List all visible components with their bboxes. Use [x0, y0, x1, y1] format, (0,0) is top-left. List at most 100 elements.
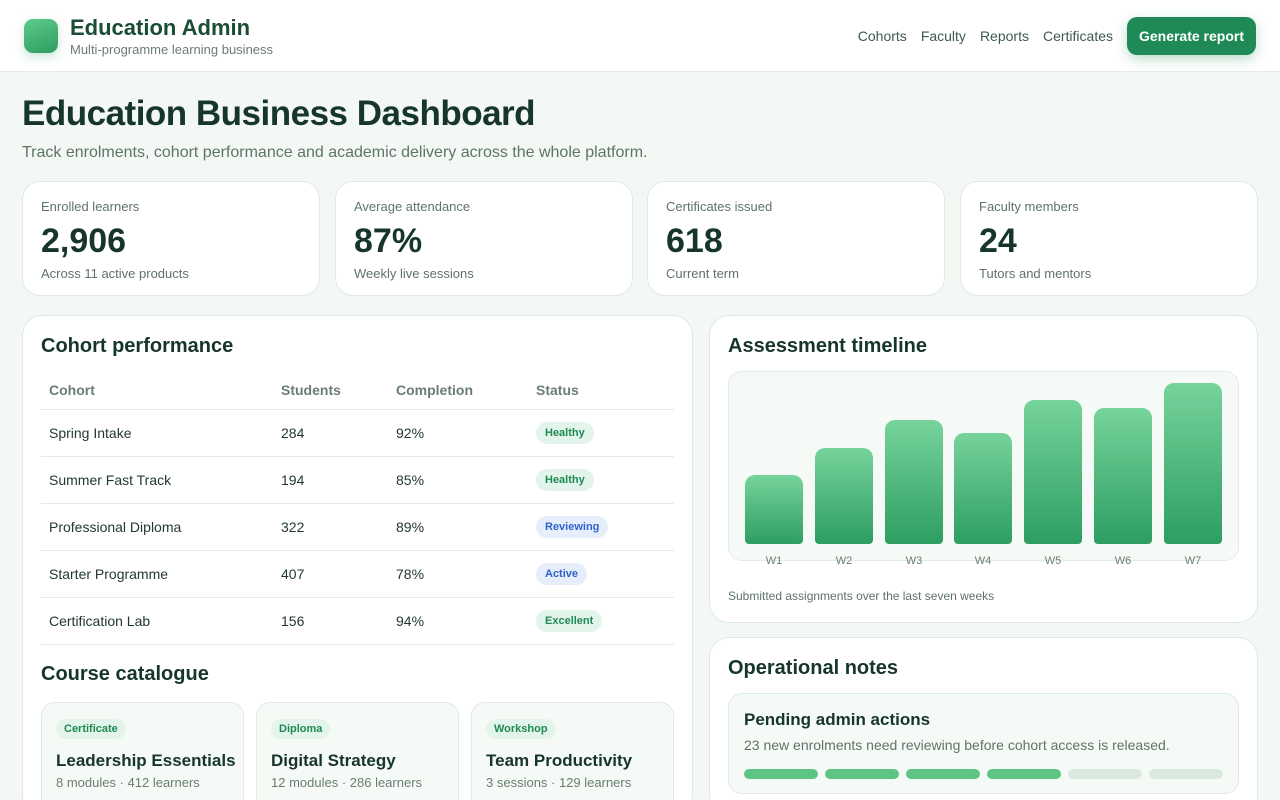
chart-tick-label: W5	[1044, 555, 1062, 567]
chart-tick-label: W3	[905, 555, 923, 567]
column-header-students[interactable]: Students	[273, 372, 388, 410]
chart-tick-label: W2	[835, 555, 853, 567]
cohort-completion: 89%	[388, 503, 528, 551]
progress-segment	[906, 769, 980, 779]
nav-cohorts[interactable]: Cohorts	[857, 28, 907, 44]
chart-bar-w4	[954, 433, 1012, 544]
stat-note: Weekly live sessions	[354, 266, 474, 281]
assessment-timeline-panel: Assessment timeline W1 W2 W3 W4 W5 W6 W7 Submi…	[709, 315, 1258, 623]
course-name: Leadership Essentials	[56, 751, 236, 770]
course-tag: Certificate	[56, 719, 126, 739]
course-card-digital-strategy[interactable]: Diploma Digital Strategy 12 modules · 28…	[256, 702, 459, 800]
operational-notes-title: Operational notes	[728, 657, 899, 679]
assessment-timeline-title: Assessment timeline	[728, 335, 927, 357]
page-subtitle: Track enrolments, cohort performance and…	[22, 144, 648, 161]
stat-value: 2,906	[41, 222, 127, 260]
pending-actions-text: 23 new enrolments need reviewing before …	[744, 737, 1170, 753]
chart-tick-label: W6	[1114, 555, 1132, 567]
progress-segment	[1068, 769, 1142, 779]
chart-bar-w2	[815, 448, 873, 544]
course-card-leadership[interactable]: Certificate Leadership Essentials 8 modu…	[41, 702, 244, 800]
main-nav: Cohorts Faculty Reports Certificates	[858, 28, 1113, 44]
stat-card-faculty: Faculty members 24 Tutors and mentors	[960, 181, 1258, 296]
stat-label: Certificates issued	[666, 199, 773, 214]
course-name: Digital Strategy	[271, 751, 396, 770]
app-logo-icon	[24, 19, 58, 53]
cohort-completion: 92%	[388, 409, 528, 457]
cohort-name: Professional Diploma	[41, 503, 273, 551]
stat-card-certificates: Certificates issued 618 Current term	[647, 181, 945, 296]
top-bar: Education Admin Multi-programme learning…	[0, 0, 1280, 72]
cohort-completion: 78%	[388, 550, 528, 598]
course-catalogue-title: Course catalogue	[41, 663, 209, 685]
cohort-name: Certification Lab	[41, 597, 273, 645]
cohort-performance-panel: Cohort performance Cohort Students Compl…	[22, 315, 693, 800]
nav-faculty[interactable]: Faculty	[920, 28, 966, 44]
stat-label: Average attendance	[354, 199, 471, 214]
cohort-performance-title: Cohort performance	[41, 335, 234, 357]
table-row[interactable]: Professional Diploma 322 89% Reviewing	[41, 503, 674, 551]
column-header-completion[interactable]: Completion	[388, 372, 528, 410]
generate-report-button[interactable]: Generate report	[1127, 17, 1256, 55]
course-tag: Workshop	[486, 719, 556, 739]
cohort-completion: 85%	[388, 456, 528, 504]
cohort-name: Starter Programme	[41, 550, 273, 598]
chart-caption: Submitted assignments over the last seve…	[728, 589, 995, 603]
nav-reports[interactable]: Reports	[979, 28, 1029, 44]
brand-title: Education Admin	[70, 15, 251, 40]
chart-bar-w3	[885, 420, 943, 544]
status-badge: Reviewing	[536, 515, 609, 538]
stat-note: Across 11 active products	[41, 266, 189, 281]
status-badge: Excellent	[536, 609, 603, 632]
cohort-students: 407	[273, 550, 388, 598]
progress-segment	[825, 769, 899, 779]
course-meta: 8 modules · 412 learners	[56, 775, 200, 790]
cohort-name: Spring Intake	[41, 409, 273, 457]
progress-segment	[744, 769, 818, 779]
chart-bar-w1	[745, 475, 803, 544]
chart-bar-w5	[1024, 400, 1082, 544]
table-row[interactable]: Spring Intake 284 92% Healthy	[41, 409, 674, 457]
progress-segment	[987, 769, 1061, 779]
course-card-team-productivity[interactable]: Workshop Team Productivity 3 sessions · …	[471, 702, 674, 800]
status-badge: Healthy	[536, 468, 594, 491]
cohort-completion: 94%	[388, 597, 528, 645]
chart-tick-label: W4	[974, 555, 992, 567]
course-meta: 12 modules · 286 learners	[271, 775, 423, 790]
operational-notes-panel: Operational notes Pending admin actions …	[709, 637, 1258, 800]
pending-actions-card[interactable]: Pending admin actions 23 new enrolments …	[728, 693, 1239, 794]
table-header-row: Cohort Students Completion Status	[41, 372, 674, 410]
column-header-cohort[interactable]: Cohort	[41, 372, 273, 410]
assessment-bar-chart: W1 W2 W3 W4 W5 W6 W7	[728, 371, 1239, 567]
stat-card-attendance: Average attendance 87% Weekly live sessi…	[335, 181, 633, 296]
stat-value: 24	[979, 222, 1017, 260]
cohort-students: 284	[273, 409, 388, 457]
stat-note: Current term	[666, 266, 739, 281]
chart-bar-w7	[1164, 383, 1222, 544]
course-name: Team Productivity	[486, 751, 633, 770]
pending-actions-title: Pending admin actions	[744, 710, 931, 729]
stat-value: 618	[666, 222, 723, 260]
stat-value: 87%	[354, 222, 423, 260]
column-header-status[interactable]: Status	[528, 372, 674, 410]
stat-card-enrolled: Enrolled learners 2,906 Across 11 active…	[22, 181, 320, 296]
page-title: Education Business Dashboard	[22, 94, 536, 133]
chart-tick-label: W7	[1184, 555, 1202, 567]
course-tag: Diploma	[271, 719, 331, 739]
cohort-table: Cohort Students Completion Status Spring…	[41, 372, 674, 645]
table-row[interactable]: Summer Fast Track 194 85% Healthy	[41, 456, 674, 504]
cohort-students: 194	[273, 456, 388, 504]
table-row[interactable]: Starter Programme 407 78% Active	[41, 550, 674, 598]
cohort-students: 322	[273, 503, 388, 551]
chart-tick-label: W1	[765, 555, 783, 567]
stat-label: Faculty members	[979, 199, 1079, 214]
progress-segment	[1149, 769, 1223, 779]
status-badge: Healthy	[536, 421, 594, 444]
status-badge: Active	[536, 562, 588, 585]
cohort-name: Summer Fast Track	[41, 456, 273, 504]
nav-certificates[interactable]: Certificates	[1042, 28, 1113, 44]
stat-label: Enrolled learners	[41, 199, 140, 214]
brand-subtitle: Multi-programme learning business	[70, 42, 274, 57]
stat-note: Tutors and mentors	[979, 266, 1092, 281]
table-row[interactable]: Certification Lab 156 94% Excellent	[41, 597, 674, 645]
